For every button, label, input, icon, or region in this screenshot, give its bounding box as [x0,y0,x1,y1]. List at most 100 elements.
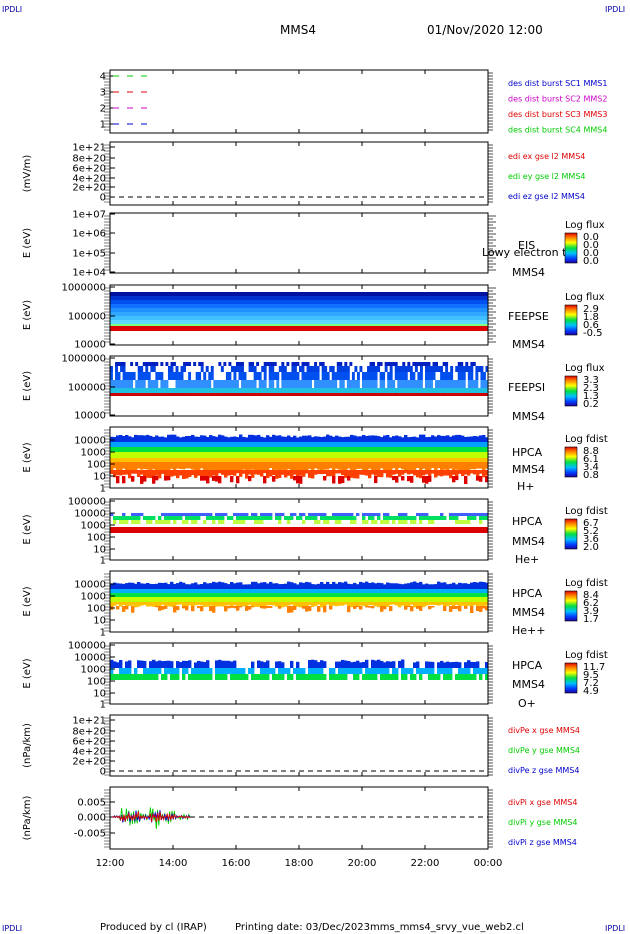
eis-cbar-tick: 0.0 [583,240,599,251]
hpca_o-heatmap [110,659,489,680]
hpca_hepp-colorbar [564,590,578,622]
hpca_he-ylabel: E (eV) [22,514,33,544]
hpca_hepp-heatmap [110,581,489,613]
feepsi-cbar-tick: 3.3 [583,375,599,386]
hpca_h-ytick-label: 1 [100,484,106,495]
divpe-legend-2: divPe z gse MMS4 [508,766,579,775]
hpca_o-ytick-label: 100000 [68,641,106,652]
hpca_hepp-ylabel: E (eV) [22,586,33,616]
eis-ytick-label: 1e+05 [72,249,106,260]
divpi-ytick-label: -0.005 [74,829,106,840]
hpca_hepp-label-0: HPCA [512,587,543,600]
hpca_h-ytick-label: 10 [93,472,106,483]
divpe-legend-1: divPe y gse MMS4 [508,746,580,755]
hpca_o-ylabel: E (eV) [22,658,33,688]
hpca_hepp-cbar-tick: 6.2 [583,598,599,609]
edi-legend-2: edi ez gse l2 MMS4 [508,192,585,201]
x-tick-label: 12:00 [96,858,125,869]
feepse-cbar-title: Log flux [565,292,605,303]
hpca_he-heatmap [110,513,489,533]
hpca_he-ytick-label: 1000 [81,521,106,532]
feepse-cbar-tick: 1.8 [583,312,599,323]
divpe-ytick-label: 1e+21 [72,716,106,727]
x-tick-label: 18:00 [285,858,314,869]
hpca_hepp-ytick-label: 1 [100,628,106,639]
hpca_he-ytick-label: 10000 [74,509,106,520]
hpca_h-heatmap [110,434,489,484]
hpca_o-cbar-title: Log fdist [565,650,608,661]
corner-label-br: IPDLI [605,924,625,933]
edi-ytick-label: 4e+20 [72,174,106,185]
corner-label-bl: IPDLI [2,924,22,933]
hpca_h-ytick-label: 1000 [81,448,106,459]
feepse-cbar-tick: 0.6 [583,320,599,331]
eis-frame [109,212,489,274]
divpe-ytick-label: 0 [100,767,106,778]
hpca_h-cbar-tick: 3.4 [583,462,599,473]
hpca_o-ytick-label: 10 [93,689,106,700]
edi-legend-1: edi ey gse l2 MMS4 [508,172,586,181]
divpe-ytick-label: 4e+20 [72,747,106,758]
divpi-legend-0: divPi x gse MMS4 [508,798,577,807]
hpca_hepp-cbar-tick: 1.7 [583,614,599,625]
feepse-label-1: MMS4 [512,338,545,351]
hpca_h-cbar-title: Log fdist [565,434,608,445]
hpca_h-ytick-label: 100 [87,460,106,471]
feepse-ytick-label: 100000 [68,312,106,323]
burst-legend-0: des dist burst SC1 MMS1 [508,79,607,88]
hpca_o-label-2: O+ [518,697,536,710]
x-tick-label: 14:00 [159,858,188,869]
footer-filename: mms_mms4_srvy_vue_web2.cl [370,922,524,933]
divpe-ytick-label: 2e+20 [72,757,106,768]
feepse-cbar-tick: -0.5 [583,328,603,339]
divpi-legend-2: divPi z gse MMS4 [508,838,577,847]
hpca_hepp-label-1: MMS4 [512,606,545,619]
hpca_he-ytick-label: 100 [87,533,106,544]
hpca_h-colorbar [564,446,578,478]
hpca_h-cbar-tick: 6.1 [583,454,599,465]
header-spacecraft: MMS4 [280,23,316,37]
hpca_o-cbar-tick: 9.5 [583,670,599,681]
hpca_hepp-ytick-label: 10 [93,616,106,627]
feepsi-cbar-tick: 2.3 [583,383,599,394]
edi-ytick-label: 6e+20 [72,164,106,175]
burst-ytick-label: 2 [100,104,106,115]
burst-ytick-label: 1 [100,120,106,131]
corner-label-tr: IPDLI [605,5,625,14]
burst-frame [109,69,489,134]
feepse-ylabel: E (eV) [22,300,33,330]
hpca_hepp-cbar-title: Log fdist [565,578,608,589]
edi-ytick-label: 1e+21 [72,143,106,154]
corner-label-tl: IPDLI [2,5,22,14]
divpe-legend-0: divPe x gse MMS4 [508,726,580,735]
feepse-ytick-label: 1000000 [61,283,106,294]
hpca_o-cbar-tick: 7.2 [583,678,599,689]
header-datetime: 01/Nov/2020 12:00 [427,23,543,37]
eis-cbar-tick: 0.0 [583,248,599,259]
burst-legend-1: des dist burst SC2 MMS2 [508,95,607,104]
divpi-legend-1: divPi y gse MMS4 [508,818,577,827]
footer-printing-date: Printing date: 03/Dec/2023 [235,922,370,933]
hpca_he-ytick-label: 100000 [68,497,106,508]
hpca_h-cbar-tick: 8.8 [583,446,599,457]
footer-produced-by: Produced by cl (IRAP) [100,922,207,933]
feepsi-colorbar [564,375,578,407]
hpca_o-ytick-label: 100 [87,677,106,688]
x-tick-label: 20:00 [348,858,377,869]
feepsi-label-1: MMS4 [512,410,545,423]
burst-legend-2: des dist burst SC3 MMS3 [508,110,607,119]
divpi-ytick-label: 0.000 [77,813,106,824]
feepse-label-0: FEEPSE [508,310,549,323]
eis-colorbar [564,232,578,264]
hpca_o-label-0: HPCA [512,659,543,672]
hpca_he-cbar-tick: 5.2 [583,526,599,537]
feepse-ytick-label: 10000 [74,340,106,351]
hpca_o-ytick-label: 1 [100,700,106,711]
edi-frame [109,141,489,206]
hpca_hepp-ytick-label: 100 [87,604,106,615]
burst-ytick-label: 3 [100,88,106,99]
feepsi-heatmap [110,362,489,396]
feepsi-label-0: FEEPSI [508,381,545,394]
hpca_h-cbar-tick: 0.8 [583,470,599,481]
